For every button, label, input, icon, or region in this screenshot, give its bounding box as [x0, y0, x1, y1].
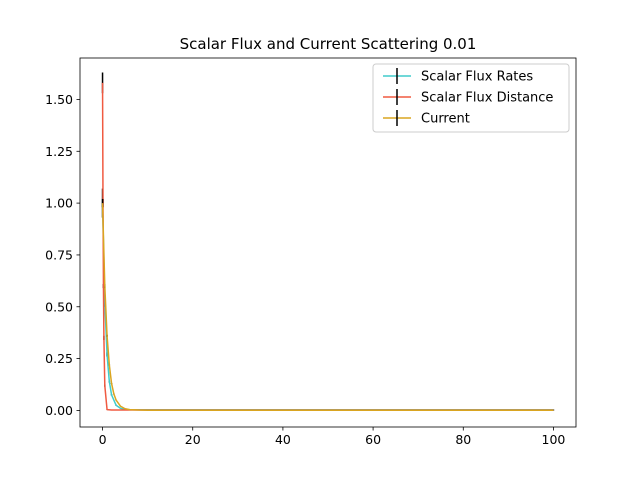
- x-tick-label: 40: [275, 432, 291, 447]
- legend-item-2: Current: [383, 110, 470, 127]
- x-tick-label: 80: [455, 432, 471, 447]
- plot-area: [101, 72, 555, 411]
- x-tick-label: 20: [185, 432, 201, 447]
- y-tick-label: 1.00: [45, 196, 73, 211]
- y-tick-label: 0.25: [45, 351, 73, 366]
- legend: Scalar Flux Rates Scalar Flux Distance Cur…: [372, 63, 570, 133]
- axes-frame: [79, 57, 577, 428]
- y-tick-label: 0.50: [45, 299, 73, 314]
- axes: 0 20 40 60 80 100 0.00 0.25 0.50 0.75 1.00 1.25 1.50: [45, 57, 577, 447]
- y-tick-label: 1.50: [45, 92, 73, 107]
- chart-title: Scalar Flux and Current Scattering 0.01: [180, 35, 477, 53]
- y-tick-label: 0.00: [45, 403, 73, 418]
- x-tick-label: 100: [542, 432, 566, 447]
- y-tick-label: 1.25: [45, 144, 73, 159]
- series-2: [101, 198, 555, 411]
- x-tick-label: 60: [365, 432, 381, 447]
- legend-box: [372, 63, 570, 133]
- series-line: [101, 203, 554, 411]
- legend-label: Scalar Flux Distance: [421, 91, 553, 106]
- legend-label: Current: [421, 112, 470, 127]
- legend-item-0: Scalar Flux Rates: [383, 68, 533, 85]
- y-tick-label: 0.75: [45, 247, 73, 262]
- legend-item-1: Scalar Flux Distance: [383, 89, 553, 106]
- x-tick-label: 0: [99, 432, 107, 447]
- legend-label: Scalar Flux Rates: [421, 70, 533, 85]
